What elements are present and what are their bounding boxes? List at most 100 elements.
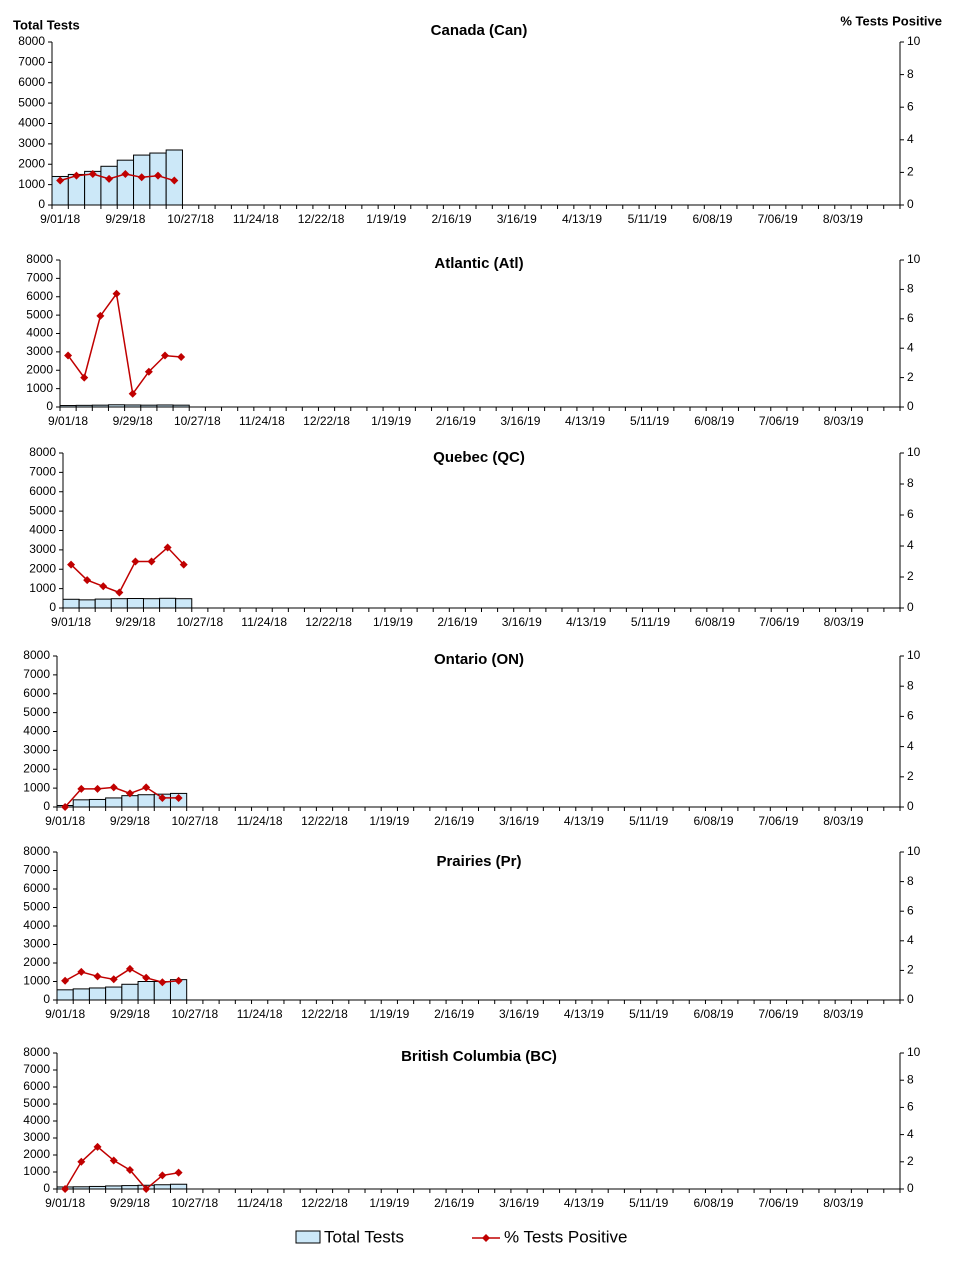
marker [61,976,70,985]
y-tick-label: 8000 [23,1045,50,1059]
y-tick-label: 3000 [18,136,45,150]
chart: Quebec (QC) 0 1000 2000 3000 4000 5000 6000 7000… [29,445,920,629]
marker [147,557,156,566]
bar [175,598,193,609]
y-tick-label: 6000 [23,1079,50,1093]
y-tick-label: 6000 [23,881,50,895]
y-axis-title: Total Tests [13,17,80,32]
y2-tick-label: 8 [907,67,914,81]
marker [128,389,137,398]
x-tick-label: 5/11/19 [629,1007,668,1021]
y2-axis-title: % Tests Positive [840,13,942,28]
marker [77,967,86,976]
y-tick-label: 3000 [23,743,50,757]
y-tick-label: 1000 [26,381,53,395]
x-tick-label: 1/19/19 [369,814,409,828]
x-tick-label: 3/16/19 [497,212,537,226]
x-tick-label: 2/16/19 [434,1007,474,1021]
x-tick-label: 1/19/19 [373,615,413,629]
marker [170,176,179,185]
marker [158,793,167,802]
x-tick-label: 7/06/19 [759,414,799,428]
y-tick-label: 4000 [18,116,45,130]
x-tick-label: 6/08/19 [694,1196,734,1210]
bar [169,1183,188,1190]
y-tick-label: 1000 [18,177,45,191]
y2-tick-label: 4 [907,1127,914,1141]
y-tick-label: 8000 [23,844,50,858]
x-tick-label: 11/24/18 [241,615,287,629]
y2-tick-label: 2 [907,569,914,583]
x-tick-label: 8/03/19 [824,615,864,629]
x-tick-label: 9/01/18 [51,615,91,629]
y-tick-label: 1000 [23,780,50,794]
bar [88,1185,107,1190]
x-tick-label: 3/16/19 [499,1007,539,1021]
chart-title: British Columbia (BC) [401,1048,557,1065]
marker [109,783,118,792]
y-tick-label: 4000 [26,326,53,340]
marker [61,803,70,811]
y2-tick-label: 10 [907,648,921,662]
marker [77,784,86,793]
x-tick-label: 8/03/19 [823,1196,863,1210]
y-tick-label: 2000 [18,156,45,170]
chart: Canada (Can) Total Tests % Tests Positive 0… [13,13,942,226]
y-tick-label: 8000 [29,445,56,459]
chart-title: Ontario (ON) [434,651,524,668]
y2-tick-label: 10 [907,34,921,48]
y-tick-label: 6000 [26,289,53,303]
bar [72,799,90,808]
bar [62,598,80,609]
y2-tick-label: 8 [907,282,914,296]
marker [67,560,76,569]
y2-tick-label: 2 [907,963,914,977]
marker [56,176,65,185]
x-tick-label: 2/16/19 [437,615,477,629]
x-tick-label: 4/13/19 [564,1007,604,1021]
y2-tick-label: 4 [907,132,914,146]
bar [105,986,123,1001]
y2-tick-label: 10 [907,844,921,858]
bar [72,1186,90,1190]
marker [142,1185,151,1193]
y-tick-label: 6000 [23,686,50,700]
chart: Ontario (ON) 0 1000 2000 3000 4000 5000 6000 700… [23,648,920,828]
legend: Total Tests % Tests Positive [295,1227,627,1246]
y-tick-label: 1000 [29,581,56,595]
marker [64,351,73,360]
bar [75,404,93,408]
x-tick-label: 9/01/18 [45,814,85,828]
y-tick-label: 2000 [26,362,53,376]
y-tick-label: 0 [46,399,53,413]
x-tick-label: 12/22/18 [298,212,345,226]
marker [137,173,146,182]
y-tick-label: 4000 [23,918,50,932]
x-tick-label: 6/08/19 [694,814,734,828]
x-tick-label: 3/16/19 [502,615,542,629]
x-tick-label: 12/22/18 [301,1196,348,1210]
marker [105,174,114,183]
line [67,291,182,396]
y2-tick-label: 0 [907,197,914,211]
y-tick-label: 2000 [29,561,56,575]
legend-label: % Tests Positive [504,1227,627,1246]
x-tick-label: 6/08/19 [695,615,735,629]
x-tick-label: 11/24/18 [233,212,279,226]
y-tick-label: 0 [43,992,50,1006]
x-tick-label: 9/29/18 [110,1196,150,1210]
marker [125,789,134,798]
y-tick-label: 7000 [18,55,45,69]
y-tick-label: 8000 [18,34,45,48]
y2-tick-label: 8 [907,678,914,692]
marker [142,783,151,792]
x-tick-label: 8/03/19 [823,1007,863,1021]
y2-tick-label: 10 [907,252,921,266]
y2-tick-label: 4 [907,933,914,947]
marker [121,170,130,179]
y2-tick-label: 6 [907,507,914,521]
x-tick-label: 10/27/18 [171,1196,218,1210]
marker [158,1171,167,1180]
y-tick-label: 4000 [23,724,50,738]
